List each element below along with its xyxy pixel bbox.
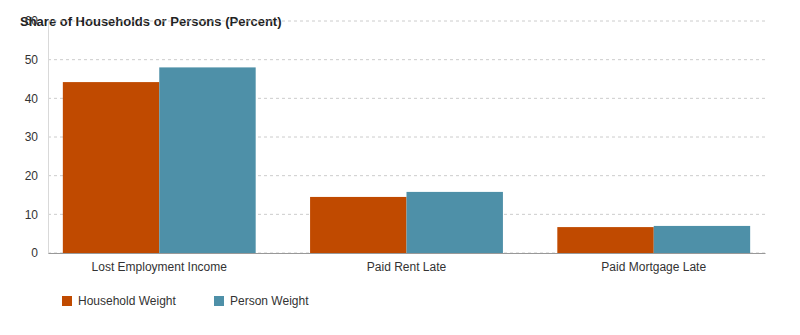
bar (63, 82, 159, 253)
chart: Share of Households or Persons (Percent)… (0, 0, 800, 335)
tick: 30 (25, 130, 48, 144)
legend-label: Household Weight (78, 294, 177, 308)
tick-label: 30 (25, 130, 39, 144)
grid-line (48, 21, 765, 22)
tick: 60 (25, 14, 48, 28)
y-axis: 0 10 20 30 40 50 60 (25, 14, 49, 260)
tick: 20 (25, 169, 48, 183)
tick-label: 60 (25, 14, 39, 28)
tick: Lost Employment Income (92, 253, 228, 274)
tick-label: Paid Mortgage Late (601, 260, 706, 274)
bar (654, 226, 750, 253)
tick-label: 10 (25, 208, 39, 222)
bar (310, 197, 406, 253)
legend-item: Person Weight (214, 294, 309, 308)
tick-label: 50 (25, 53, 39, 67)
legend-item: Household Weight (62, 294, 177, 308)
plot-area: 0 10 20 30 40 50 60 Lost Employment Income Paid … (25, 14, 766, 273)
tick: 40 (25, 92, 48, 106)
bar (407, 192, 503, 253)
tick-label: Paid Rent Late (367, 260, 447, 274)
bar (557, 227, 653, 253)
tick: 50 (25, 53, 48, 67)
bar (159, 67, 255, 253)
tick-label: Lost Employment Income (92, 260, 228, 274)
grid (48, 21, 765, 253)
tick: 10 (25, 208, 48, 222)
axis-line (49, 253, 766, 254)
tick-label: 40 (25, 92, 39, 106)
tick-label: 0 (31, 246, 38, 260)
axis-line (48, 22, 49, 254)
tick: 0 (31, 246, 48, 260)
tick: Paid Mortgage Late (601, 253, 706, 274)
legend-swatch (214, 296, 224, 306)
tick-label: 20 (25, 169, 39, 183)
legend: Household Weight Person Weight (62, 294, 309, 308)
x-axis: Lost Employment Income Paid Rent Late Paid… (49, 253, 766, 274)
legend-swatch (62, 296, 72, 306)
bars (63, 67, 750, 253)
grid-line (48, 59, 765, 60)
legend-label: Person Weight (230, 294, 309, 308)
tick: Paid Rent Late (367, 253, 447, 274)
